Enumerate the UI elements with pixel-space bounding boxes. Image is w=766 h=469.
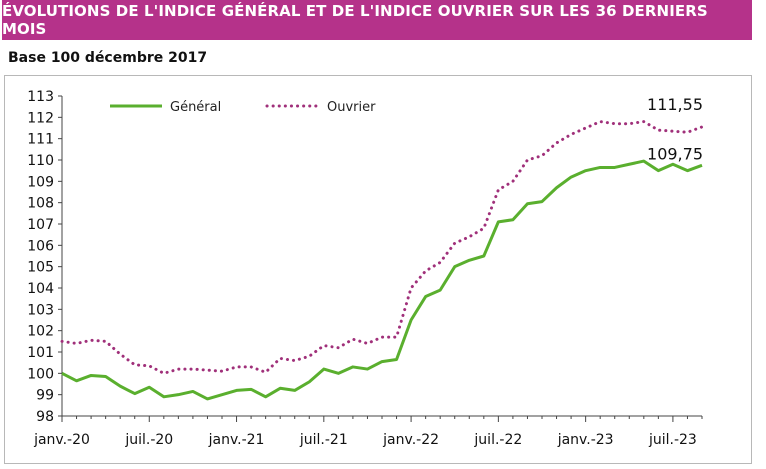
x-tick-label: juil.-22 (473, 432, 522, 448)
y-tick-label: 111 (27, 132, 54, 148)
y-tick-label: 112 (27, 110, 54, 126)
chart-title: ÉVOLUTIONS DE L'INDICE GÉNÉRAL ET DE L'I… (2, 2, 708, 38)
y-tick-label: 101 (27, 345, 54, 361)
legend-label-général: Général (170, 100, 221, 115)
x-tick-label: juil.-21 (299, 432, 348, 448)
y-tick-label: 113 (27, 89, 54, 105)
x-tick-label: janv.-23 (557, 432, 614, 448)
y-tick-label: 103 (27, 302, 54, 318)
line-chart: 98 99 100 101 102 103 104 105 106 107 108 109 110 111… (27, 89, 704, 448)
y-tick-label: 108 (27, 196, 54, 212)
y-tick-label: 102 (27, 324, 54, 340)
y-tick-label: 109 (27, 174, 54, 190)
y-tick-label: 105 (27, 260, 54, 276)
x-tick-label: janv.-21 (208, 432, 265, 448)
y-tick-label: 98 (36, 409, 54, 425)
chart-title-banner: ÉVOLUTIONS DE L'INDICE GÉNÉRAL ET DE L'I… (2, 0, 752, 40)
y-tick-label: 107 (27, 217, 54, 233)
chart-subtitle: Base 100 décembre 2017 (8, 50, 208, 66)
y-tick-label: 99 (36, 388, 54, 404)
end-value-label-général: 109,75 (647, 144, 703, 163)
x-tick-label: juil.-20 (124, 432, 173, 448)
x-tick-label: juil.-23 (648, 432, 697, 448)
legend-label-ouvrier: Ouvrier (327, 100, 376, 115)
y-tick-label: 110 (27, 153, 54, 169)
end-value-label-ouvrier: 111,55 (647, 95, 703, 114)
y-tick-label: 104 (27, 281, 54, 297)
series-line-ouvrier (60, 120, 704, 375)
y-tick-label: 100 (27, 366, 54, 382)
x-tick-label: janv.-22 (382, 432, 439, 448)
x-tick-label: janv.-20 (33, 432, 90, 448)
y-tick-label: 106 (27, 238, 54, 254)
series-line-général (61, 159, 703, 401)
chart-frame: 98 99 100 101 102 103 104 105 106 107 108 109 110 111… (4, 75, 752, 464)
